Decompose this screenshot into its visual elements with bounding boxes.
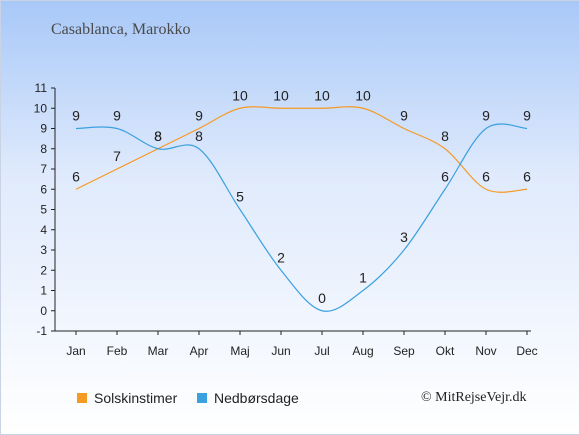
data-label-sun: 6: [482, 168, 490, 184]
copyright: © MitRejseVejr.dk: [421, 390, 527, 405]
data-label-sun: 10: [273, 87, 289, 103]
data-label-sun: 8: [441, 128, 449, 144]
y-tick-label: 11: [35, 81, 48, 95]
x-tick-label: Jul: [314, 344, 329, 358]
data-label-rain: 3: [400, 229, 408, 245]
x-tick-label: Aug: [352, 344, 373, 358]
x-tick-label: Jun: [271, 344, 290, 358]
y-tick-label: 4: [40, 223, 47, 237]
series-line-rain: [75, 123, 528, 312]
y-tick-label: 1: [40, 284, 47, 298]
legend-label-sun: Solskinstimer: [94, 390, 178, 406]
data-label-sun: 10: [355, 87, 371, 103]
y-tick-label: 8: [40, 142, 47, 156]
legend-swatch-sun: [77, 393, 87, 403]
x-tick-label: Nov: [475, 344, 496, 358]
x-tick-label: Dec: [516, 344, 537, 358]
legend-swatch-rain: [197, 393, 207, 403]
data-label-sun: 10: [232, 87, 248, 103]
legend-item-sun: Solskinstimer: [77, 390, 177, 406]
data-label-rain: 9: [72, 108, 80, 124]
data-label-rain: 9: [113, 108, 121, 124]
x-tick-label: Feb: [107, 344, 128, 358]
data-label-rain: 1: [359, 270, 367, 286]
data-label-sun: 9: [400, 108, 408, 124]
data-label-sun: 6: [523, 168, 531, 184]
data-label-rain: 8: [195, 128, 203, 144]
data-label-sun: 7: [113, 148, 121, 164]
x-tick-label: Jan: [66, 344, 85, 358]
data-label-sun: 8: [154, 128, 162, 144]
x-tick-label: Okt: [436, 344, 455, 358]
data-label-sun: 10: [314, 87, 330, 103]
data-label-rain: 5: [236, 189, 244, 205]
x-tick-label: Apr: [190, 344, 209, 358]
data-label-rain: 9: [482, 108, 490, 124]
x-tick-label: Maj: [230, 344, 249, 358]
legend-item-rain: Nedbørsdage: [197, 390, 299, 406]
y-tick-label: 6: [40, 182, 47, 196]
data-label-rain: 8: [154, 128, 162, 144]
series-line-sun: [75, 106, 528, 193]
data-label-sun: 9: [195, 108, 203, 124]
y-tick-label: 0: [40, 304, 47, 318]
y-tick-label: 7: [40, 162, 47, 176]
y-tick-label: 3: [40, 243, 47, 257]
x-tick-label: Mar: [148, 344, 169, 358]
y-tick-label: 2: [40, 263, 47, 277]
data-label-rain: 9: [523, 108, 531, 124]
y-tick-label: 5: [40, 203, 47, 217]
data-label-rain: 6: [441, 168, 449, 184]
series-lines: [75, 106, 528, 312]
x-tick-label: Sep: [393, 344, 415, 358]
data-label-sun: 6: [72, 168, 80, 184]
chart-title: Casablanca, Marokko: [51, 21, 191, 38]
data-label-rain: 0: [318, 290, 326, 306]
legend-label-rain: Nedbørsdage: [214, 390, 299, 406]
y-tick-label: -1: [36, 324, 47, 338]
data-label-rain: 2: [277, 249, 285, 265]
y-tick-label: 9: [40, 122, 47, 136]
y-tick-label: 10: [34, 101, 48, 115]
